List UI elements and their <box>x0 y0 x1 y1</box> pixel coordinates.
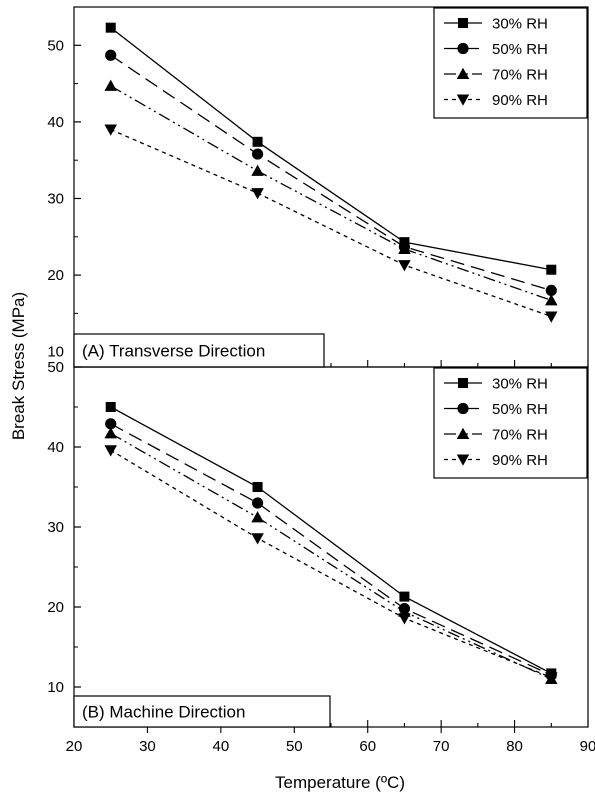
series-line <box>110 54 552 292</box>
panel-label-box <box>73 333 325 368</box>
legend-marker <box>456 94 470 106</box>
x-tick-label: 90 <box>580 738 595 755</box>
x-tick-label: 70 <box>433 738 450 755</box>
data-point <box>251 148 264 160</box>
x-axis-label: Temperature (ºC) <box>275 773 405 792</box>
data-point <box>105 22 116 33</box>
panel-label-box <box>73 695 331 728</box>
panel-label: (A) Transverse Direction <box>82 342 265 361</box>
data-point <box>398 260 411 272</box>
data-point <box>398 613 411 625</box>
data-point <box>545 284 557 297</box>
data-point <box>251 497 264 509</box>
panel-label: (B) Machine Direction <box>82 703 245 722</box>
data-point <box>105 418 117 430</box>
series-line <box>110 27 552 271</box>
legend-label: 70% RH <box>492 67 548 84</box>
x-tick-label: 50 <box>286 738 303 755</box>
y-tick-label: 40 <box>47 439 64 456</box>
x-tick-label: 60 <box>359 738 376 755</box>
legend-label: 50% RH <box>492 41 548 58</box>
x-tick-label: 30 <box>139 738 156 755</box>
series-line <box>110 423 552 676</box>
data-point <box>104 124 117 136</box>
legend-marker <box>457 402 469 415</box>
legend-marker <box>458 18 468 28</box>
x-tick-label: 20 <box>66 738 83 755</box>
x-tick-label: 80 <box>506 738 523 755</box>
data-point <box>398 242 411 255</box>
data-point <box>105 402 116 412</box>
legend-marker <box>456 67 470 79</box>
data-point <box>545 672 558 684</box>
y-tick-label: 30 <box>47 190 64 207</box>
data-point <box>104 427 117 439</box>
data-point <box>545 294 558 306</box>
y-tick-label: 10 <box>47 344 64 361</box>
y-tick-label: 40 <box>47 114 64 131</box>
data-point <box>252 482 263 492</box>
panel-b-machine: 10 20 30 40 50 20 30 40 50 60 70 80 90 30% RH 50% RH 70… <box>47 359 595 755</box>
legend-label: 50% RH <box>492 401 548 418</box>
x-tick-label: 40 <box>213 738 230 755</box>
data-point <box>545 311 558 323</box>
panel-a-transverse: 10 20 30 40 50 30% RH 50% RH 70% RH 90% RH (A) Tr… <box>47 6 589 368</box>
series-line <box>110 128 552 318</box>
data-point <box>251 533 264 545</box>
data-point <box>399 591 410 602</box>
series-line <box>110 406 552 674</box>
y-tick-label: 10 <box>47 679 64 696</box>
series-line <box>110 432 552 680</box>
legend-label: 70% RH <box>492 427 548 444</box>
data-point <box>105 49 117 61</box>
legend-label: 90% RH <box>492 92 548 109</box>
data-point <box>104 79 117 91</box>
data-point <box>251 511 264 523</box>
legend-marker <box>456 454 470 466</box>
y-tick-label: 50 <box>47 359 64 376</box>
data-point <box>251 164 264 176</box>
legend-label: 90% RH <box>492 452 548 469</box>
legend-marker <box>458 378 468 388</box>
y-tick-label: 50 <box>47 37 64 54</box>
legend-marker <box>456 427 470 439</box>
y-tick-label: 20 <box>47 267 64 284</box>
data-point <box>546 264 557 275</box>
legend-label: 30% RH <box>492 376 548 393</box>
data-point <box>104 445 117 457</box>
y-tick-label: 20 <box>47 599 64 616</box>
legend-marker <box>457 42 469 55</box>
legend-label: 30% RH <box>492 16 548 33</box>
data-point <box>251 188 264 200</box>
series-line <box>110 85 552 301</box>
data-point <box>252 136 263 147</box>
series-line <box>110 449 552 679</box>
y-tick-label: 30 <box>47 519 64 536</box>
y-axis-label: Break Stress (MPa) <box>9 292 28 440</box>
